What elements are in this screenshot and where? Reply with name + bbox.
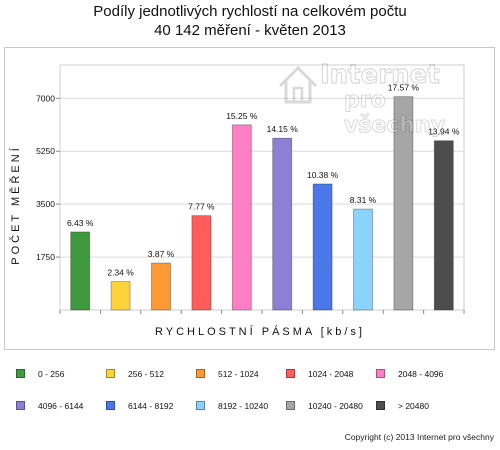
legend-swatch bbox=[376, 369, 385, 378]
y-tick-label: 7000 bbox=[36, 93, 55, 103]
data-label: 10.38 % bbox=[307, 170, 339, 180]
legend-swatch bbox=[376, 401, 385, 410]
legend-label: 4096 - 6144 bbox=[38, 401, 84, 411]
legend-swatch bbox=[16, 401, 25, 410]
legend-label: 2048 - 4096 bbox=[398, 369, 444, 379]
legend-label: 10240 - 20480 bbox=[308, 401, 363, 411]
legend-label: 6144 - 8192 bbox=[128, 401, 174, 411]
y-tick-label: 5250 bbox=[36, 146, 55, 156]
chart-title: Podíly jednotlivých rychlostí na celkové… bbox=[0, 2, 500, 40]
legend-swatch bbox=[16, 369, 25, 378]
bar-9 bbox=[433, 140, 454, 311]
legend-swatch bbox=[286, 369, 295, 378]
legend-swatch bbox=[286, 401, 295, 410]
chart-title-line1: Podíly jednotlivých rychlostí na celkové… bbox=[93, 3, 407, 20]
house-icon bbox=[278, 65, 318, 104]
bar-8 bbox=[393, 96, 414, 311]
legend-label: 256 - 512 bbox=[128, 369, 164, 379]
chart-frame bbox=[4, 47, 495, 350]
legend-label: 1024 - 2048 bbox=[308, 369, 354, 379]
bar-2 bbox=[151, 262, 171, 311]
legend-swatch bbox=[106, 401, 115, 410]
legend-label: 512 - 1024 bbox=[218, 369, 259, 379]
axis-layer: 1750 3500 5250 7000 bbox=[36, 93, 465, 314]
bar-4 bbox=[231, 124, 252, 311]
bar-1 bbox=[110, 281, 131, 311]
x-axis-label: RYCHLOSTNÍ PÁSMA [kb/s] bbox=[155, 325, 365, 338]
y-axis-label: POČET MĚŘENÍ bbox=[9, 145, 22, 265]
data-label: 8.31 % bbox=[350, 195, 377, 205]
legend-label: 8192 - 10240 bbox=[218, 401, 269, 411]
chart-subtitle: 40 142 měření - květen 2013 bbox=[154, 22, 346, 39]
labels-layer: 6.43 % 2.34 % 3.87 % 7.77 % 15.25 % 14.15 % 10… bbox=[67, 83, 460, 278]
bar-chart: 6.43 % 2.34 % 3.87 % 7.77 % 15.25 % 14.15 % 10… bbox=[9, 64, 465, 338]
y-tick-label: 3500 bbox=[36, 199, 55, 209]
watermark-logo: Internet pro všechny bbox=[272, 59, 492, 139]
copyright-text: Copyright (c) 2013 Internet pro všechny bbox=[344, 432, 494, 442]
y-tick-label: 1750 bbox=[36, 252, 55, 262]
legend-label: > 20480 bbox=[398, 401, 429, 411]
watermark-line2: pro všechny bbox=[344, 88, 446, 139]
data-label: 7.77 % bbox=[188, 202, 215, 212]
legend-swatch bbox=[196, 401, 205, 410]
data-label: 15.25 % bbox=[226, 111, 258, 121]
legend-label: 0 - 256 bbox=[38, 369, 65, 379]
data-label: 2.34 % bbox=[107, 268, 134, 278]
watermark-line1: Internet bbox=[319, 59, 440, 90]
bar-5 bbox=[272, 137, 293, 311]
bar-6 bbox=[312, 183, 333, 311]
data-label: 3.87 % bbox=[148, 249, 175, 259]
data-label: 17.57 % bbox=[388, 83, 420, 93]
bars-layer bbox=[70, 96, 454, 311]
legend-swatch bbox=[106, 369, 115, 378]
data-label: 13.94 % bbox=[428, 127, 460, 137]
bar-3 bbox=[191, 215, 212, 311]
legend-swatch bbox=[196, 369, 205, 378]
data-label: 14.15 % bbox=[267, 124, 299, 134]
bar-7 bbox=[353, 208, 373, 311]
bar-0 bbox=[70, 231, 91, 311]
data-label: 6.43 % bbox=[67, 218, 94, 228]
